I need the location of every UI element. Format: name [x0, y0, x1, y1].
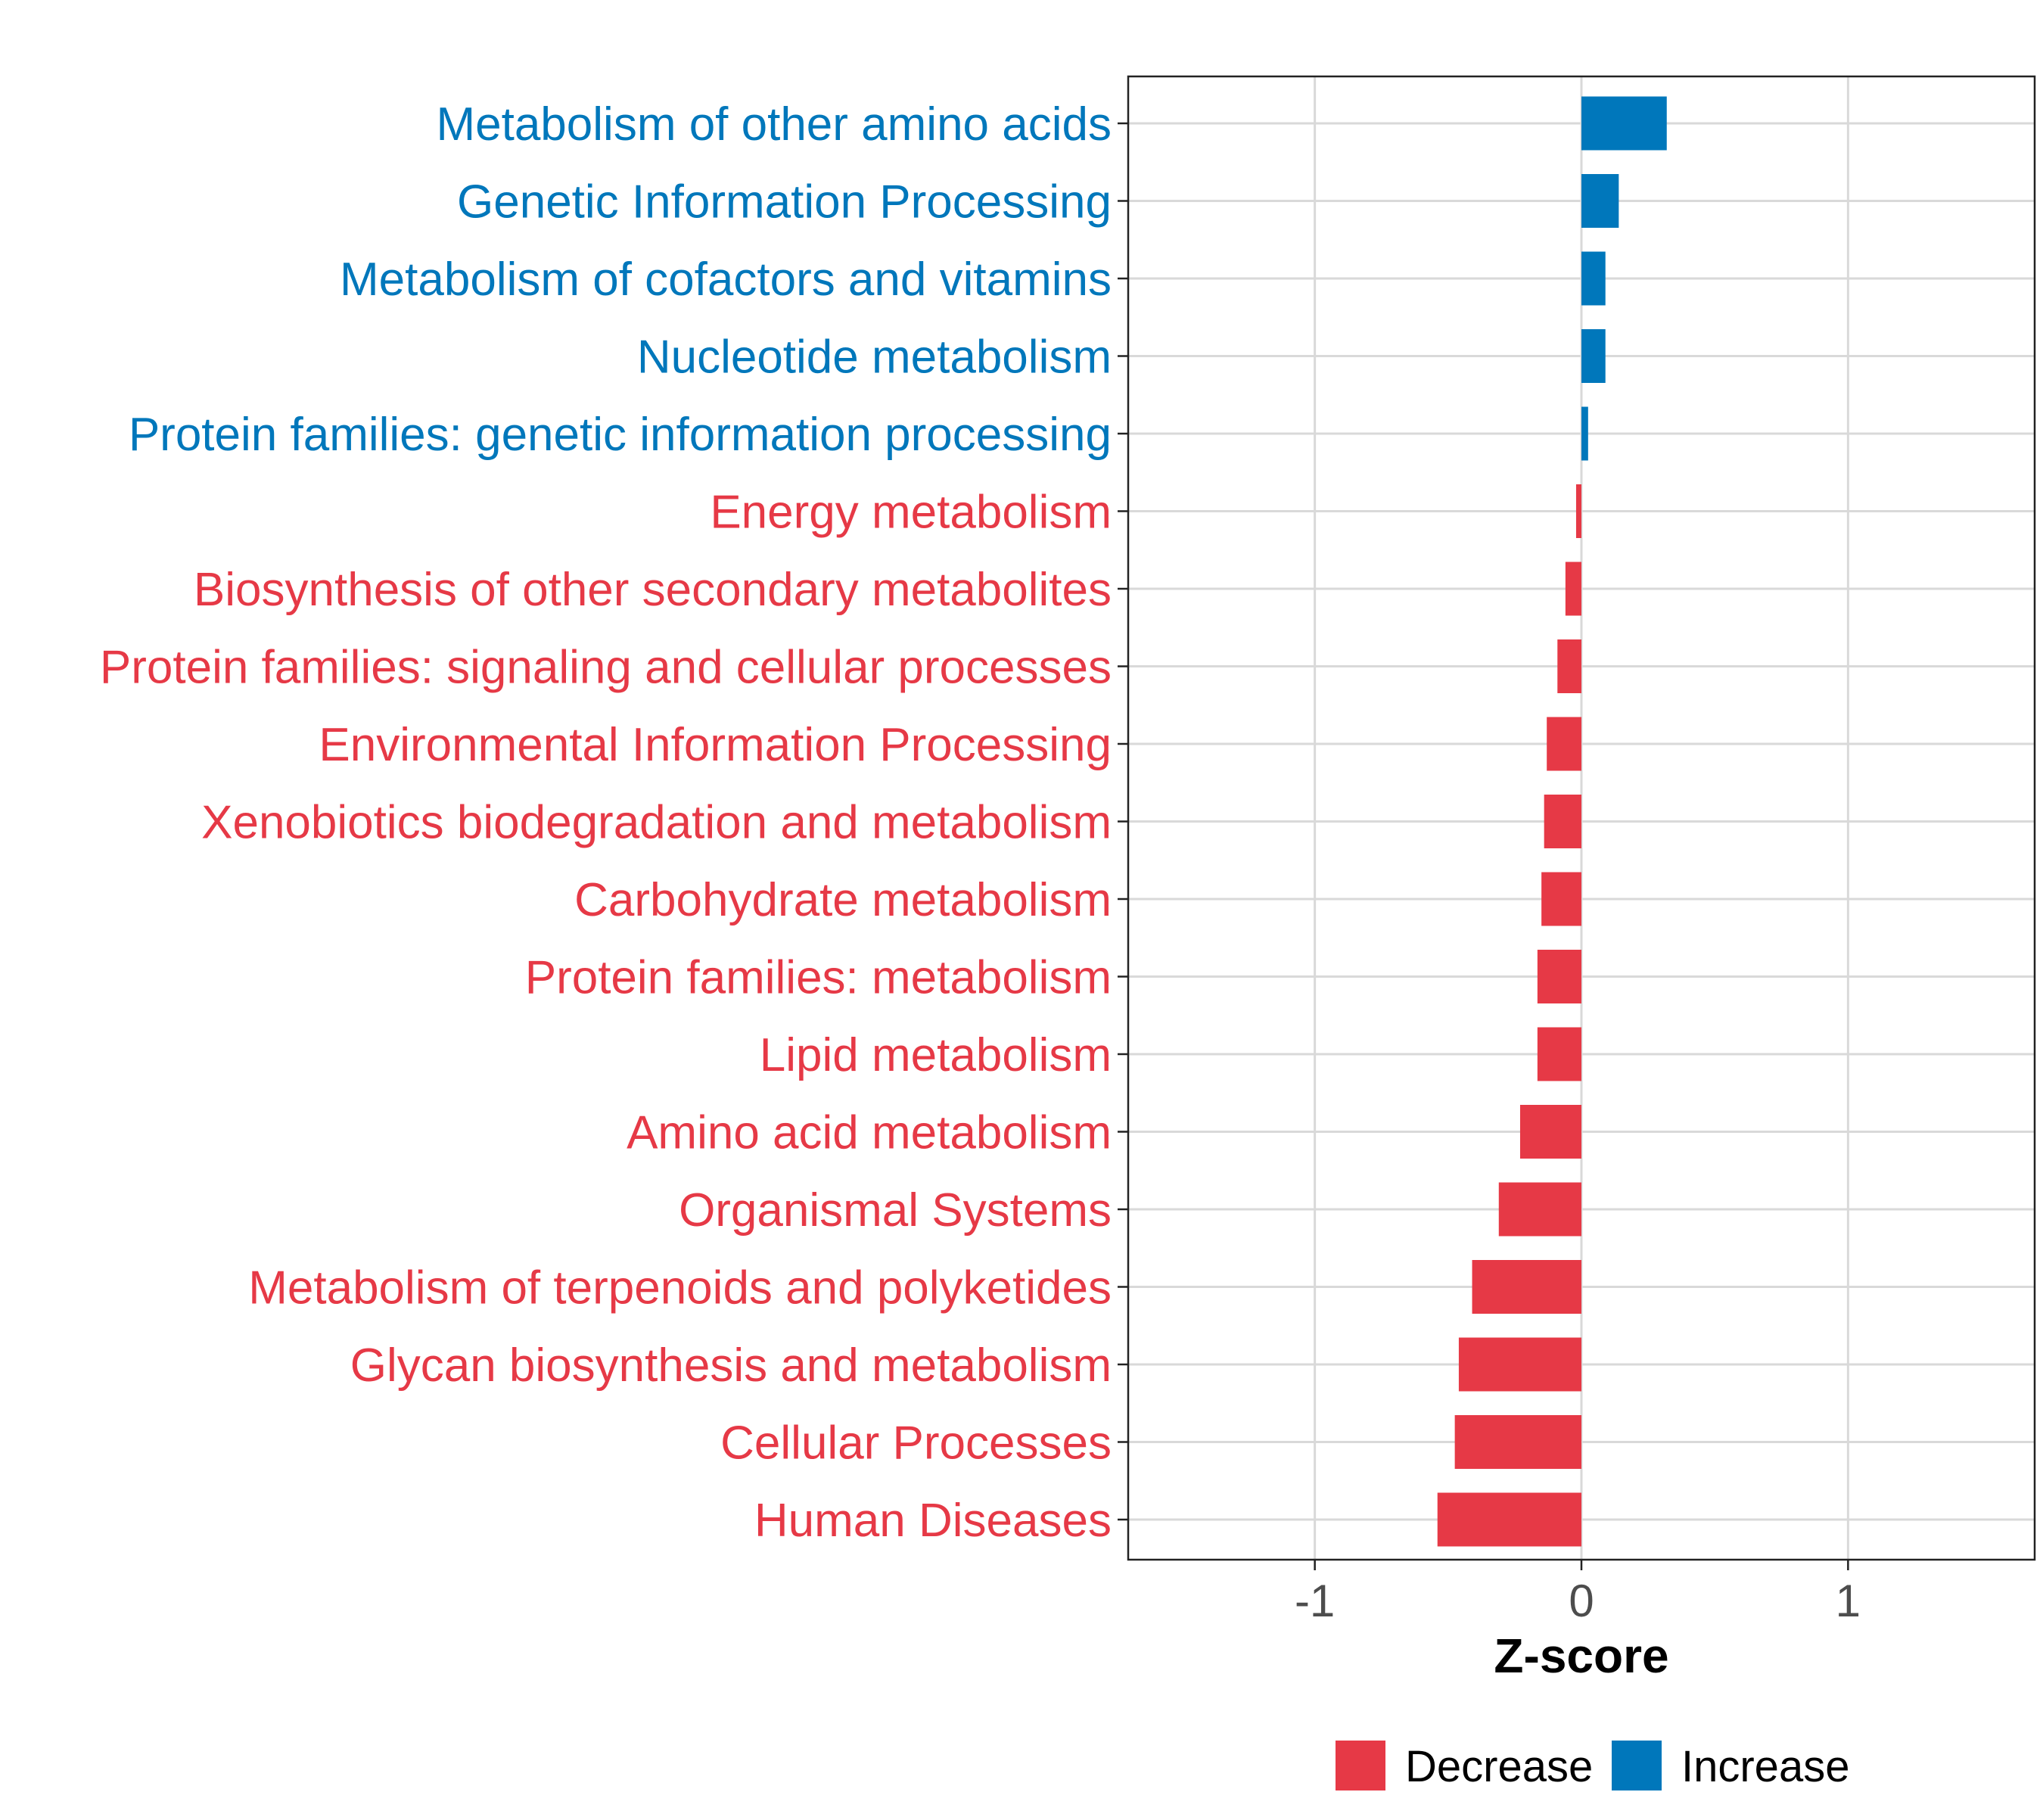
legend: Decrease Increase	[1336, 1741, 1849, 1791]
y-tick-label: Environmental Information Processing	[319, 719, 1112, 771]
y-tick-label: Amino acid metabolism	[627, 1107, 1112, 1159]
legend-key	[1336, 1741, 1385, 1790]
y-tick-label: Protein families: metabolism	[525, 952, 1112, 1004]
y-tick-label: Genetic Information Processing	[457, 176, 1112, 229]
y-tick-label: Carbohydrate metabolism	[574, 874, 1112, 926]
y-tick-label: Cellular Processes	[720, 1417, 1112, 1470]
bar	[1581, 96, 1667, 151]
bar	[1557, 639, 1581, 693]
x-axis: -1 0 1	[1295, 1560, 1861, 1626]
bar	[1537, 950, 1581, 1003]
bar	[1519, 1105, 1581, 1159]
y-tick-label: Protein families: signaling and cellular…	[100, 642, 1112, 694]
y-tick-label: Glycan biosynthesis and metabolism	[350, 1339, 1112, 1392]
bar	[1575, 484, 1581, 538]
legend-label: Decrease	[1405, 1742, 1593, 1791]
bar	[1581, 251, 1606, 306]
y-tick-label: Xenobiotics biodegradation and metabolis…	[201, 797, 1112, 849]
x-tick-label: 0	[1569, 1576, 1594, 1626]
y-tick-label: Energy metabolism	[710, 487, 1112, 539]
y-tick-label: Human Diseases	[754, 1495, 1112, 1547]
bar	[1458, 1337, 1581, 1392]
bar	[1565, 562, 1581, 616]
legend-key	[1612, 1741, 1662, 1790]
bar	[1581, 329, 1606, 383]
x-tick-label: 1	[1836, 1576, 1861, 1626]
bar-layer	[1437, 96, 1667, 1547]
x-axis-title: Z-score	[1494, 1629, 1668, 1683]
y-tick-label: Metabolism of cofactors and vitamins	[340, 254, 1112, 306]
bar	[1498, 1182, 1581, 1237]
bar	[1544, 795, 1581, 848]
bar	[1541, 872, 1581, 926]
bar	[1454, 1415, 1581, 1469]
bar	[1547, 717, 1581, 771]
bar	[1437, 1492, 1581, 1547]
legend-label: Increase	[1681, 1742, 1849, 1791]
bar	[1472, 1260, 1581, 1314]
x-tick-label: -1	[1295, 1576, 1335, 1626]
y-tick-label: Metabolism of terpenoids and polyketides	[248, 1262, 1112, 1314]
y-tick-label: Organismal Systems	[679, 1184, 1112, 1237]
y-tick-label: Biosynthesis of other secondary metaboli…	[194, 564, 1112, 616]
bar	[1581, 174, 1619, 228]
y-tick-label: Metabolism of other amino acids	[436, 98, 1112, 151]
y-axis: Metabolism of other amino acids Genetic I…	[100, 98, 1128, 1547]
y-tick-label: Lipid metabolism	[760, 1029, 1112, 1081]
bar	[1537, 1027, 1581, 1081]
y-tick-label: Nucleotide metabolism	[637, 331, 1112, 384]
bar	[1581, 406, 1588, 461]
y-tick-label: Protein families: genetic information pr…	[129, 409, 1112, 461]
